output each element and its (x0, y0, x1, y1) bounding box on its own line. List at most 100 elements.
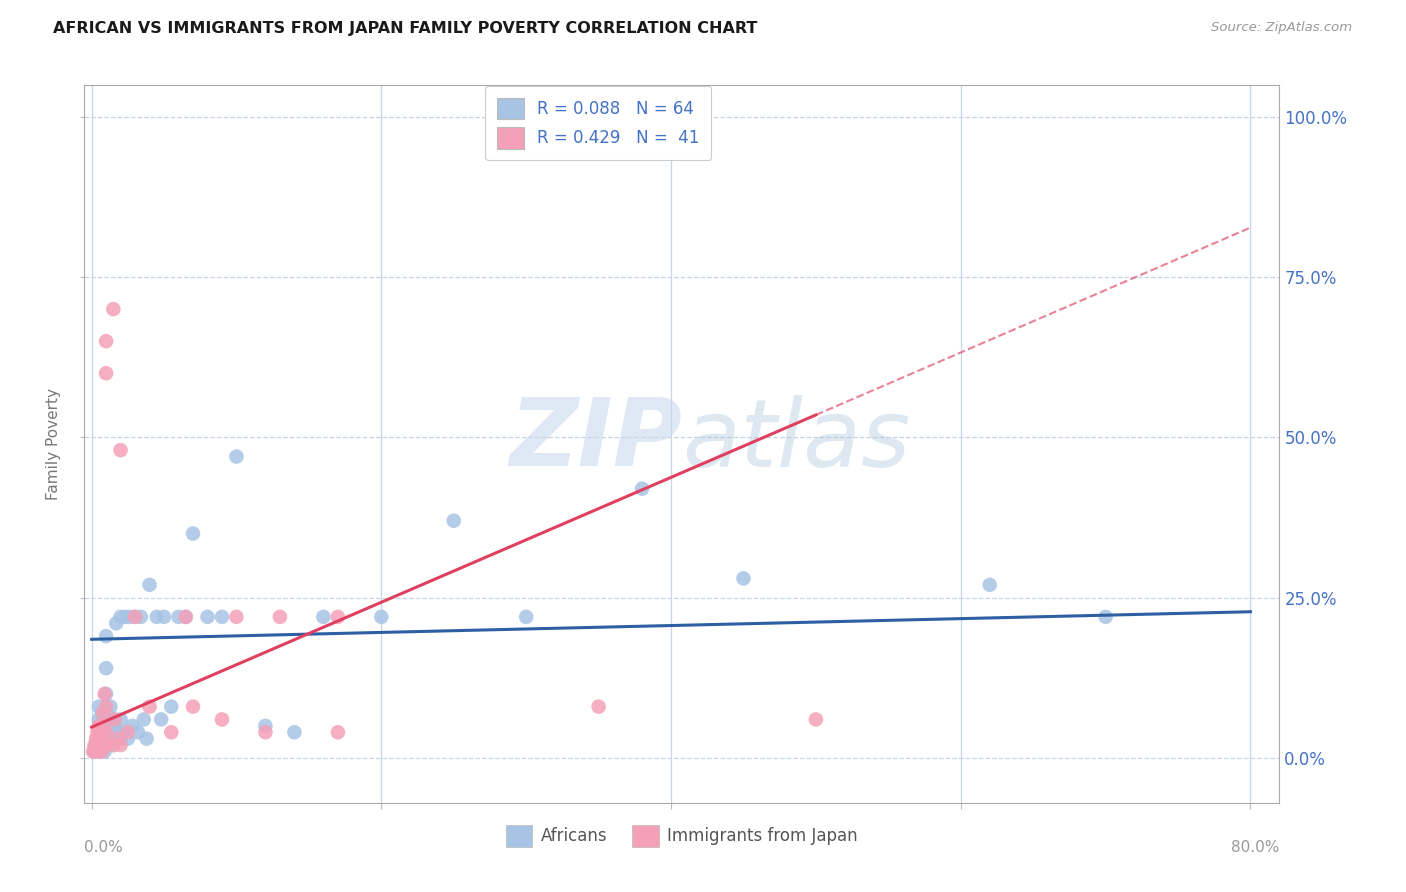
Point (93, 713, 115, 727)
Point (370, 610, 392, 624)
Point (94, 725, 117, 739)
Point (269, 610, 291, 624)
Point (98, 713, 121, 727)
Point (90, 706, 112, 720)
Text: AFRICAN VS IMMIGRANTS FROM JAPAN FAMILY POVERTY CORRELATION CHART: AFRICAN VS IMMIGRANTS FROM JAPAN FAMILY … (53, 21, 758, 36)
Point (87, 731, 110, 746)
Point (104, 713, 127, 727)
Point (181, 699, 204, 714)
Point (225, 610, 247, 624)
Point (86, 725, 108, 739)
Point (94, 629, 117, 643)
Point (631, 482, 654, 496)
Point (98, 738, 121, 752)
Point (103, 302, 125, 317)
Point (107, 725, 129, 739)
Point (110, 443, 132, 458)
Point (89, 738, 111, 752)
Point (94, 706, 117, 720)
Point (84, 738, 107, 752)
Point (118, 610, 141, 624)
Point (167, 610, 190, 624)
Point (254, 725, 277, 739)
Point (146, 610, 169, 624)
Point (326, 610, 349, 624)
Point (94, 366, 117, 380)
Point (87, 699, 110, 714)
Point (733, 571, 755, 585)
Point (110, 713, 132, 727)
Point (110, 738, 132, 752)
Point (93, 744, 115, 758)
Point (94, 661, 117, 675)
Y-axis label: Family Poverty: Family Poverty (46, 388, 62, 500)
Point (103, 738, 125, 752)
Point (1094, 610, 1116, 624)
Point (84, 731, 107, 746)
Point (124, 610, 146, 624)
Point (150, 713, 173, 727)
Point (90, 731, 112, 746)
Point (129, 610, 152, 624)
Point (100, 731, 122, 746)
Point (93, 687, 115, 701)
Point (89, 738, 111, 752)
Point (103, 738, 125, 752)
Point (91, 738, 114, 752)
Point (94, 725, 117, 739)
Point (105, 616, 128, 631)
Point (94, 738, 117, 752)
Point (82, 744, 104, 758)
Point (94, 699, 117, 714)
Point (138, 578, 160, 592)
Point (87, 725, 110, 739)
Point (103, 713, 125, 727)
Point (87, 719, 110, 733)
Legend: Africans, Immigrants from Japan: Africans, Immigrants from Japan (499, 819, 865, 854)
Point (93, 731, 115, 746)
Point (225, 450, 247, 464)
Point (89, 725, 111, 739)
Point (138, 699, 160, 714)
Point (107, 731, 129, 746)
Point (979, 578, 1001, 592)
Point (211, 713, 233, 727)
Point (117, 731, 139, 746)
Point (515, 610, 537, 624)
Point (86, 738, 108, 752)
Point (86, 731, 108, 746)
Point (160, 725, 183, 739)
Point (112, 725, 135, 739)
Point (104, 719, 127, 733)
Point (83, 738, 105, 752)
Point (127, 725, 149, 739)
Point (87, 713, 110, 727)
Point (124, 610, 146, 624)
Point (804, 713, 827, 727)
Point (83, 744, 105, 758)
Point (443, 514, 465, 528)
Point (110, 610, 132, 624)
Point (326, 725, 349, 739)
Point (174, 610, 197, 624)
Point (91, 706, 114, 720)
Point (121, 719, 143, 733)
Point (181, 526, 204, 541)
Text: Source: ZipAtlas.com: Source: ZipAtlas.com (1212, 21, 1353, 34)
Point (312, 610, 335, 624)
Point (94, 687, 117, 701)
Point (94, 738, 117, 752)
Point (254, 719, 277, 733)
Point (160, 699, 183, 714)
Point (87, 744, 110, 758)
Point (90, 744, 112, 758)
Point (211, 610, 233, 624)
Point (117, 725, 139, 739)
Point (90, 725, 112, 739)
Point (135, 731, 157, 746)
Point (101, 725, 124, 739)
Point (114, 610, 136, 624)
Point (110, 731, 132, 746)
Point (91, 719, 114, 733)
Point (197, 610, 219, 624)
